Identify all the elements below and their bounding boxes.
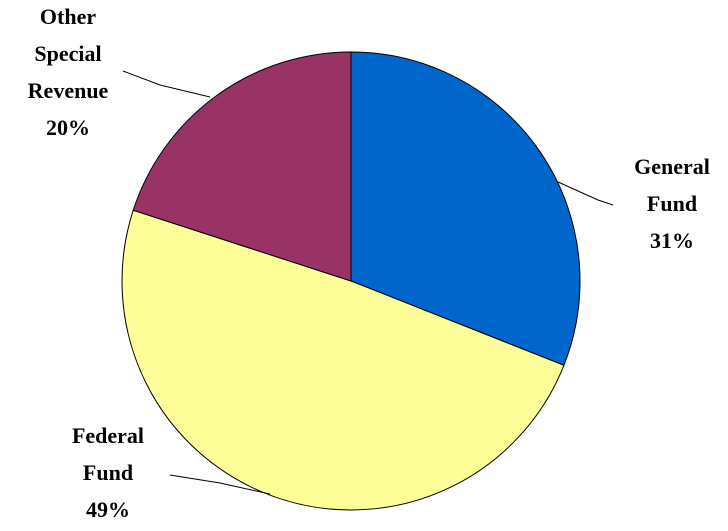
leader-line-general-fund (557, 181, 614, 206)
pie-slice-other-special-revenue (132, 51, 352, 282)
pie-slices (121, 51, 581, 511)
slice-label-other-special-revenue: Other Special Revenue 20% (28, 4, 109, 140)
slice-label-federal-fund: Federal Fund 49% (72, 423, 144, 522)
leader-line-federal-fund (169, 474, 271, 495)
slice-name-line: Revenue (28, 78, 109, 103)
pie-slice-general-fund (350, 51, 581, 366)
slice-percent-label: 31% (650, 228, 694, 253)
leader-line-other-special-revenue (122, 70, 211, 98)
slice-percent-label: 20% (46, 115, 90, 140)
slice-percent-label: 49% (86, 497, 130, 522)
slice-label-general-fund: General Fund 31% (634, 154, 710, 253)
slice-labels: General Fund 31% Federal Fund 49% Other Special… (28, 4, 710, 522)
slice-name-line: Federal (72, 423, 144, 448)
slice-name-line: Fund (83, 460, 133, 485)
slice-name-line: Special (34, 41, 101, 66)
slice-name-line: Fund (647, 191, 697, 216)
slice-name-line: General (634, 154, 710, 179)
pie-slice-federal-fund (121, 209, 565, 511)
slice-name-line: Other (40, 4, 96, 29)
leader-lines (122, 70, 614, 495)
